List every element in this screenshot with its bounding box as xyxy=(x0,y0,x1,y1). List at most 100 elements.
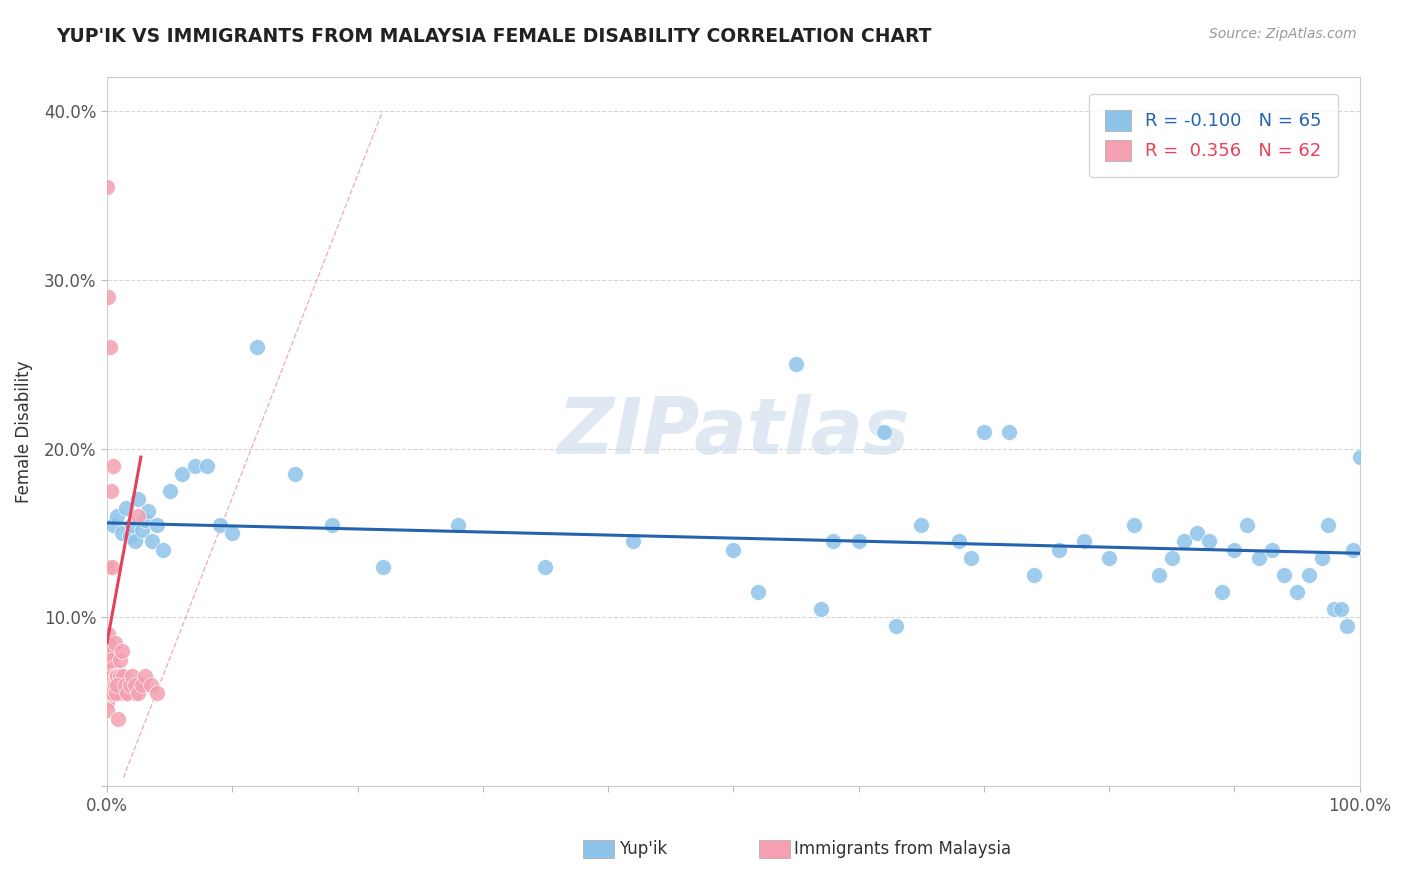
Point xyxy=(447,517,470,532)
Point xyxy=(96,559,118,574)
Point xyxy=(121,669,143,683)
Point xyxy=(111,678,134,692)
Point xyxy=(96,669,118,683)
Point xyxy=(96,686,118,700)
Point xyxy=(284,467,307,481)
Point xyxy=(101,686,124,700)
Point xyxy=(127,686,149,700)
Point xyxy=(98,678,121,692)
Point xyxy=(114,500,136,515)
Point xyxy=(107,678,129,692)
Point xyxy=(1223,542,1246,557)
Point xyxy=(100,652,122,666)
Point xyxy=(1073,534,1095,549)
Point xyxy=(96,703,118,717)
Point xyxy=(1236,517,1258,532)
Point xyxy=(321,517,343,532)
Point xyxy=(621,534,644,549)
Point xyxy=(960,551,983,566)
Point xyxy=(124,686,146,700)
Point xyxy=(103,636,125,650)
Point xyxy=(96,678,118,692)
Point xyxy=(910,517,932,532)
Point xyxy=(104,686,127,700)
Point xyxy=(114,678,136,692)
Point xyxy=(96,652,118,666)
Point xyxy=(97,644,120,658)
Point xyxy=(141,534,163,549)
Point xyxy=(371,559,394,574)
Point xyxy=(108,652,131,666)
Point xyxy=(97,636,120,650)
Text: ZIPatlas: ZIPatlas xyxy=(557,393,910,470)
Point xyxy=(101,678,124,692)
Point xyxy=(948,534,970,549)
Point xyxy=(1098,551,1121,566)
Text: Yup'ik: Yup'ik xyxy=(619,840,666,858)
Point xyxy=(998,425,1021,439)
Point xyxy=(107,712,129,726)
Text: Immigrants from Malaysia: Immigrants from Malaysia xyxy=(794,840,1011,858)
Point xyxy=(1160,551,1182,566)
Point xyxy=(1047,542,1070,557)
Text: Source: ZipAtlas.com: Source: ZipAtlas.com xyxy=(1209,27,1357,41)
Point xyxy=(96,180,118,194)
Point xyxy=(1341,542,1364,557)
Point xyxy=(103,517,125,532)
Point xyxy=(823,534,845,549)
Point xyxy=(98,669,121,683)
Point xyxy=(98,686,121,700)
Point xyxy=(100,678,122,692)
Point xyxy=(1310,551,1333,566)
Point xyxy=(97,627,120,641)
Point xyxy=(138,504,160,518)
Point xyxy=(1298,568,1320,582)
Point xyxy=(112,669,135,683)
Point xyxy=(723,542,745,557)
Legend: R = -0.100   N = 65, R =  0.356   N = 62: R = -0.100 N = 65, R = 0.356 N = 62 xyxy=(1090,94,1339,177)
Point xyxy=(111,526,134,541)
Point xyxy=(104,669,127,683)
Point xyxy=(131,678,153,692)
Point xyxy=(103,661,125,675)
Point xyxy=(97,652,120,666)
Point xyxy=(115,686,138,700)
Point xyxy=(246,340,269,354)
Point xyxy=(1249,551,1271,566)
Point xyxy=(848,534,870,549)
Point xyxy=(152,542,174,557)
Point xyxy=(108,669,131,683)
Point xyxy=(195,458,218,473)
Point xyxy=(131,523,153,537)
Point xyxy=(118,678,141,692)
Point xyxy=(139,678,162,692)
Point xyxy=(115,686,138,700)
Point xyxy=(98,340,121,354)
Point xyxy=(1330,602,1353,616)
Point xyxy=(127,492,149,507)
Point xyxy=(1198,534,1220,549)
Point xyxy=(101,559,124,574)
Point xyxy=(810,602,832,616)
Point xyxy=(124,534,146,549)
Y-axis label: Female Disability: Female Disability xyxy=(15,360,32,503)
Point xyxy=(118,529,141,543)
Point xyxy=(1173,534,1195,549)
Point xyxy=(96,661,118,675)
Point xyxy=(118,678,141,692)
Point xyxy=(747,585,769,599)
Point xyxy=(1272,568,1295,582)
Point xyxy=(127,509,149,524)
Point xyxy=(110,686,132,700)
Point xyxy=(1348,450,1371,464)
Point xyxy=(97,290,120,304)
Point xyxy=(134,669,156,683)
Point xyxy=(1022,568,1045,582)
Point xyxy=(1317,517,1340,532)
Point xyxy=(121,517,143,532)
Point xyxy=(111,644,134,658)
Point xyxy=(172,467,194,481)
Point xyxy=(100,686,122,700)
Point xyxy=(121,678,143,692)
Point xyxy=(103,458,125,473)
